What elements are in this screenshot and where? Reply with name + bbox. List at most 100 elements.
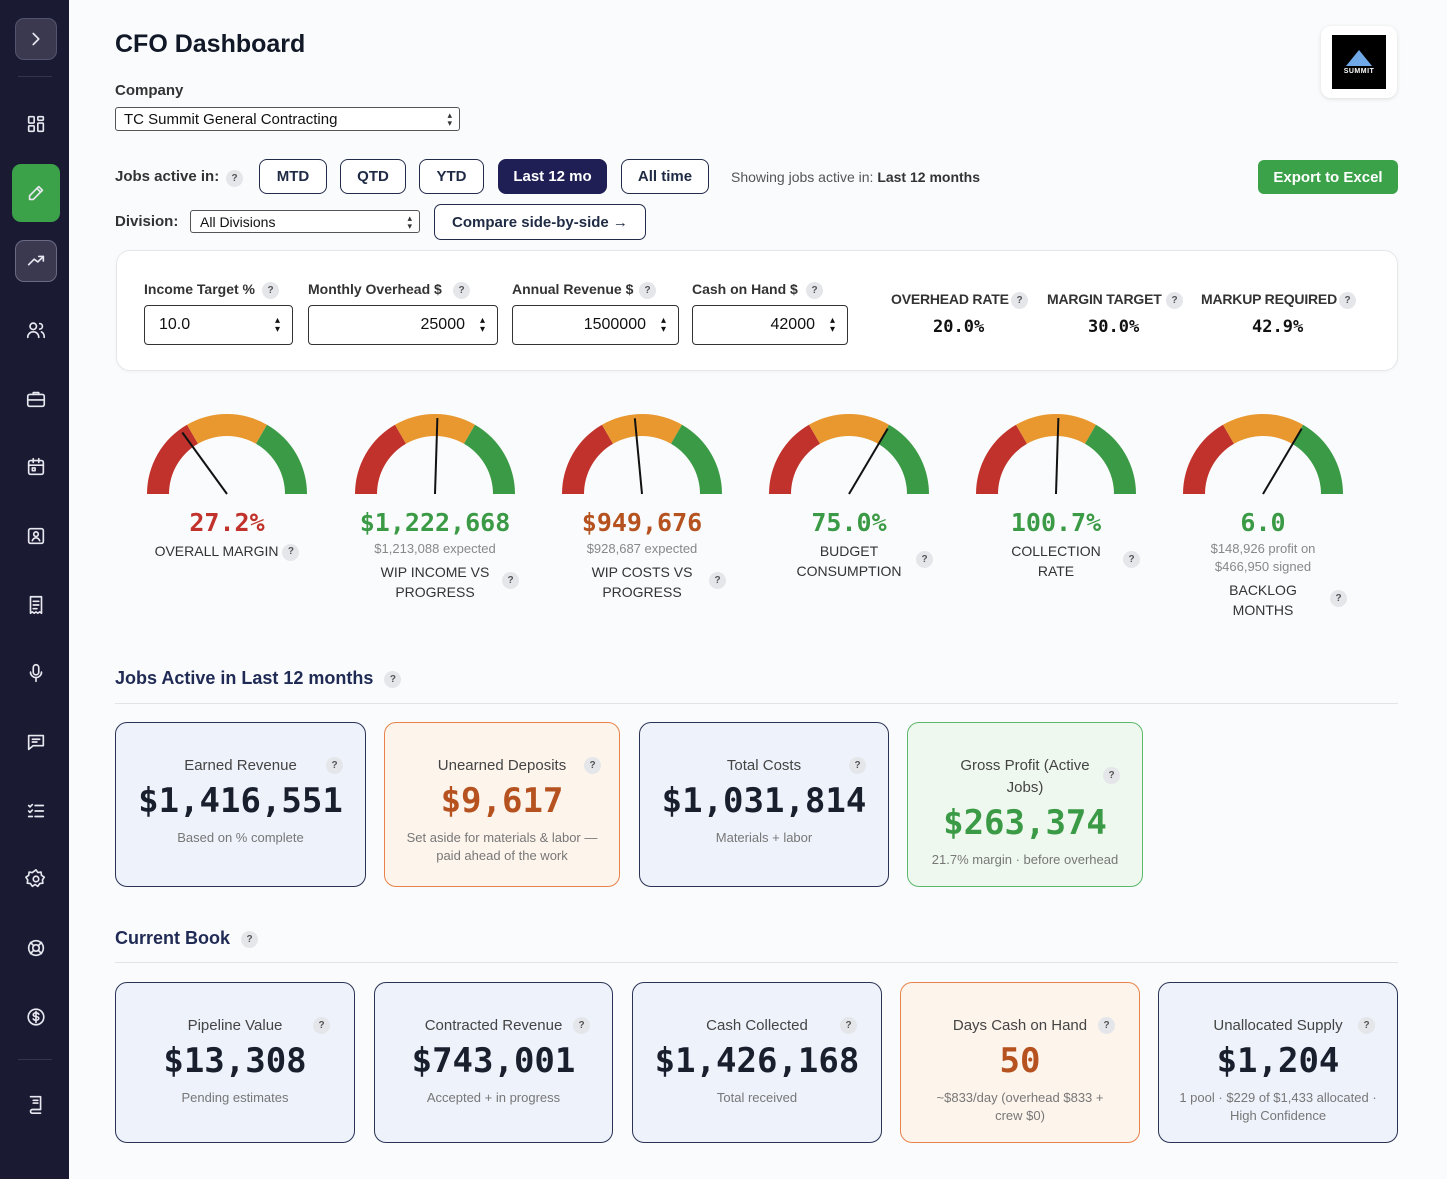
dollar-icon: [27, 1008, 45, 1026]
help-icon[interactable]: ?: [282, 543, 300, 561]
help-icon[interactable]: ?: [584, 757, 601, 774]
help-icon[interactable]: ?: [326, 757, 343, 774]
card-title: Days Cash on Hand?: [901, 1015, 1139, 1037]
sidebar-item-reports[interactable]: [15, 240, 57, 282]
help-icon[interactable]: ?: [1123, 551, 1140, 568]
gauge-value: 6.0: [1240, 508, 1286, 537]
sidebar-item-docs[interactable]: [15, 1083, 57, 1125]
period-button-last-12-mo[interactable]: Last 12 mo: [498, 159, 607, 194]
period-button-all-time[interactable]: All time: [621, 159, 709, 194]
help-icon[interactable]: ?: [1103, 767, 1120, 784]
help-icon[interactable]: ?: [709, 572, 726, 589]
monthly-overhead-input[interactable]: 25000 ▴ ▾: [308, 305, 498, 345]
help-icon[interactable]: ?: [262, 282, 279, 299]
gauge-backlog-months: 6.0 $148,926 profit on $466,950 signed B…: [1173, 410, 1353, 620]
cash-on-hand-label: Cash on Hand $: [692, 281, 798, 297]
income-target-input[interactable]: 10.0 ▴ ▾: [144, 305, 293, 345]
help-icon[interactable]: ?: [840, 1017, 857, 1034]
gauge-segment-orange: [602, 414, 682, 444]
users-icon: [26, 322, 46, 339]
help-icon[interactable]: ?: [916, 551, 933, 568]
gauge-dial: [1183, 414, 1343, 495]
trend-icon: [27, 255, 45, 266]
markup-required-value: 42.9%: [1252, 317, 1304, 337]
help-icon[interactable]: ?: [1339, 292, 1356, 309]
gauge-segment-red: [769, 424, 820, 494]
margin-target-label: MARGIN TARGET: [1047, 291, 1162, 307]
lifebuoy-icon: [27, 939, 45, 957]
help-icon[interactable]: ?: [1330, 590, 1347, 607]
overhead-rate-value: 20.0%: [933, 317, 985, 337]
stepper-icon[interactable]: ▴ ▾: [274, 315, 280, 335]
gauge-value: $1,222,668: [359, 508, 511, 537]
sidebar-item-invoices[interactable]: [15, 584, 57, 626]
help-icon[interactable]: ?: [226, 170, 243, 187]
gear-icon: [25, 869, 46, 888]
gauge-collection-rate: 100.7% COLLECTION RATE ?: [966, 410, 1146, 581]
stepper-icon[interactable]: ▴ ▾: [660, 315, 666, 335]
sidebar-item-settings[interactable]: [15, 858, 57, 900]
sidebar-item-dashboard[interactable]: [15, 103, 57, 145]
help-icon[interactable]: ?: [1166, 292, 1183, 309]
sidebar-item-calendar[interactable]: [15, 446, 57, 488]
card-sub: 1 pool · $229 of $1,433 allocated · High…: [1179, 1090, 1377, 1123]
microphone-icon: [29, 663, 43, 683]
help-icon[interactable]: ?: [573, 1017, 590, 1034]
help-icon[interactable]: ?: [241, 930, 259, 948]
gauge-segment-orange: [187, 414, 267, 444]
gauge-value: $949,676: [581, 508, 703, 537]
company-select[interactable]: TC Summit General Contracting ▴ ▾: [115, 107, 460, 131]
sidebar-item-messages[interactable]: [15, 721, 57, 763]
card-value: $1,416,551: [138, 781, 343, 821]
sidebar-item-contacts[interactable]: [15, 515, 57, 557]
help-icon[interactable]: ?: [639, 282, 656, 299]
gauge-segment-green: [464, 424, 515, 494]
card-value: $1,426,168: [654, 1041, 860, 1081]
help-icon[interactable]: ?: [313, 1017, 330, 1034]
unallocated-supply-card: Unallocated Supply? $1,204 1 pool · $229…: [1158, 982, 1398, 1143]
sidebar-item-jobs[interactable]: [15, 378, 57, 420]
gauge-value: 75.0%: [811, 508, 887, 537]
sidebar-item-edit[interactable]: [12, 164, 60, 222]
help-icon[interactable]: ?: [502, 572, 519, 589]
help-icon[interactable]: ?: [806, 282, 823, 299]
sidebar-item-billing[interactable]: [15, 996, 57, 1038]
compare-side-by-side-button[interactable]: Compare side-by-side →: [434, 204, 646, 240]
card-sub: Set aside for materials & labor — paid a…: [406, 830, 598, 863]
help-icon[interactable]: ?: [384, 670, 402, 688]
gauge-segment-red: [976, 424, 1027, 494]
period-button-mtd[interactable]: MTD: [259, 159, 327, 194]
help-icon[interactable]: ?: [849, 757, 866, 774]
gauge-segment-red: [355, 424, 406, 494]
gauge-dial: [562, 414, 722, 495]
export-excel-button[interactable]: Export to Excel: [1258, 160, 1398, 194]
card-title: Earned Revenue?: [116, 755, 365, 777]
help-icon[interactable]: ?: [1011, 292, 1028, 309]
annual-revenue-input[interactable]: 1500000 ▴ ▾: [512, 305, 679, 345]
help-icon[interactable]: ?: [1098, 1017, 1115, 1034]
gauge-sub: $148,926 profit on $466,950 signed: [1210, 541, 1316, 574]
card-sub: ~$833/day (overhead $833 + crew $0): [936, 1090, 1104, 1123]
period-button-ytd[interactable]: YTD: [419, 159, 484, 194]
sidebar-item-users[interactable]: [15, 309, 57, 351]
card-title: Cash Collected?: [633, 1015, 881, 1037]
id-card-icon: [27, 527, 45, 545]
sidebar-item-voice[interactable]: [15, 652, 57, 694]
gauge-value: 100.7%: [1010, 508, 1102, 537]
stepper-icon[interactable]: ▴ ▾: [829, 315, 835, 335]
sidebar-item-tasks[interactable]: [15, 790, 57, 832]
period-button-qtd[interactable]: QTD: [340, 159, 406, 194]
card-title: Total Costs?: [640, 755, 888, 777]
sidebar-toggle-button[interactable]: [15, 18, 57, 60]
help-icon[interactable]: ?: [453, 282, 470, 299]
company-logo: SUMMIT: [1321, 26, 1397, 98]
gauge-segment-green: [256, 424, 307, 494]
stepper-icon[interactable]: ▴ ▾: [479, 315, 485, 335]
sidebar-item-support[interactable]: [15, 927, 57, 969]
card-sub: 21.7% margin · before overhead: [931, 852, 1119, 867]
cash-on-hand-input[interactable]: 42000 ▴ ▾: [692, 305, 848, 345]
help-icon[interactable]: ?: [1358, 1017, 1375, 1034]
division-select[interactable]: All Divisions ▴ ▾: [190, 210, 420, 233]
gauge-segment-orange: [395, 414, 475, 444]
card-sub: Materials + labor: [715, 830, 813, 845]
